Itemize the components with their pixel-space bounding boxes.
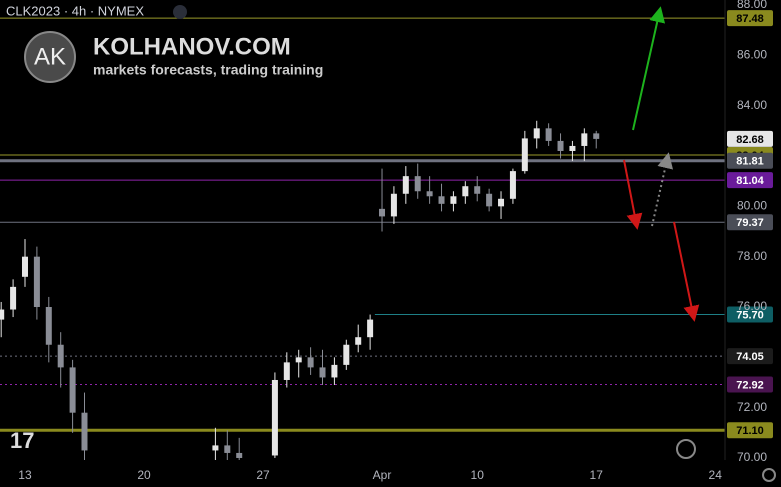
- watermark: KOLHANOV.COM: [93, 33, 291, 60]
- level-label: 82.68: [736, 134, 764, 146]
- level-label-bg: [727, 214, 773, 231]
- level-label: 72.92: [736, 379, 764, 391]
- candle-body: [0, 309, 5, 320]
- candle-body: [69, 367, 76, 413]
- candle-body: [593, 133, 600, 139]
- subtitle: markets forecasts, trading training: [93, 62, 323, 78]
- candle-body: [367, 319, 374, 338]
- candle-body: [474, 186, 481, 194]
- candle-body: [581, 133, 588, 146]
- candle-body: [307, 357, 314, 368]
- candle-body: [81, 412, 88, 451]
- candle-body: [379, 208, 386, 217]
- candle-body: [57, 344, 64, 368]
- tv-logo: 17: [10, 428, 34, 453]
- candle-body: [21, 256, 28, 277]
- arrow-up: [632, 6, 666, 131]
- level-label-bg: [727, 306, 773, 323]
- candle-body: [521, 138, 528, 172]
- y-tick-label: 86.00: [737, 48, 767, 62]
- candle-body: [45, 307, 52, 345]
- candle-body: [486, 193, 493, 207]
- candle-body: [212, 445, 219, 451]
- candle-body: [343, 344, 350, 365]
- clock-icon: [676, 439, 696, 459]
- y-tick-label: 84.00: [737, 98, 767, 112]
- x-tick-label: 17: [590, 468, 604, 482]
- x-tick-label: 24: [709, 468, 723, 482]
- level-label: 71.10: [736, 425, 764, 437]
- settings-icon: [762, 468, 776, 482]
- candle-body: [224, 445, 231, 453]
- candle-body: [426, 191, 433, 197]
- candle-body: [319, 367, 326, 378]
- candle-body: [509, 171, 516, 199]
- candle-body: [355, 337, 362, 345]
- candle-body: [33, 256, 40, 308]
- chart-title: CLK2023 · 4h · NYMEX: [6, 3, 144, 18]
- y-tick-label: 88.00: [737, 0, 767, 11]
- candle-body: [295, 357, 302, 363]
- arrow-down: [673, 221, 700, 322]
- candle-body: [236, 452, 243, 458]
- annotations: [623, 6, 700, 322]
- level-label: 75.70: [736, 309, 764, 321]
- level-label-bg: [727, 10, 773, 27]
- x-tick-label: 27: [256, 468, 270, 482]
- x-tick-label: Apr: [373, 468, 392, 482]
- level-label: 81.81: [736, 156, 764, 168]
- y-tick-label: 70.00: [737, 450, 767, 464]
- candle-body: [271, 379, 278, 456]
- candle-body: [402, 176, 409, 194]
- level-label: 87.48: [736, 13, 764, 25]
- y-tick-label: 72.00: [737, 400, 767, 414]
- candle-body: [557, 140, 564, 151]
- level-label-bg: [727, 130, 773, 147]
- level-label: 81.04: [736, 175, 764, 187]
- arrow-dotted: [651, 152, 674, 227]
- candle-body: [450, 196, 457, 204]
- candle-body: [438, 196, 445, 204]
- level-label-bg: [727, 422, 773, 439]
- y-tick-label: 78.00: [737, 249, 767, 263]
- y-tick-label: 76.00: [737, 299, 767, 313]
- candle-body: [545, 128, 552, 141]
- candle-body: [331, 364, 338, 378]
- candle-body: [283, 362, 290, 380]
- candle-body: [10, 286, 17, 310]
- candle-body: [533, 128, 540, 139]
- level-label-bg: [727, 348, 773, 365]
- x-tick-label: 20: [137, 468, 151, 482]
- candle-body: [462, 186, 469, 197]
- logo: [24, 31, 76, 83]
- logo-text: AK: [34, 43, 66, 70]
- level-label: 79.37: [736, 217, 764, 229]
- candle-body: [414, 176, 421, 192]
- icon: [173, 5, 187, 19]
- level-label-bg: [727, 152, 773, 169]
- x-tick-label: 10: [471, 468, 485, 482]
- level-label-bg: [727, 172, 773, 189]
- candles: [0, 120, 600, 460]
- level-label: 74.05: [736, 351, 764, 363]
- candle-body: [390, 193, 397, 217]
- x-tick-label: 13: [18, 468, 32, 482]
- level-label-bg: [727, 376, 773, 393]
- candle-body: [498, 198, 505, 207]
- y-tick-label: 80.00: [737, 199, 767, 213]
- arrow-down: [623, 159, 643, 230]
- levels: 87.4882.0481.8181.0479.3775.7074.0572.92…: [0, 10, 773, 439]
- candle-body: [569, 145, 576, 151]
